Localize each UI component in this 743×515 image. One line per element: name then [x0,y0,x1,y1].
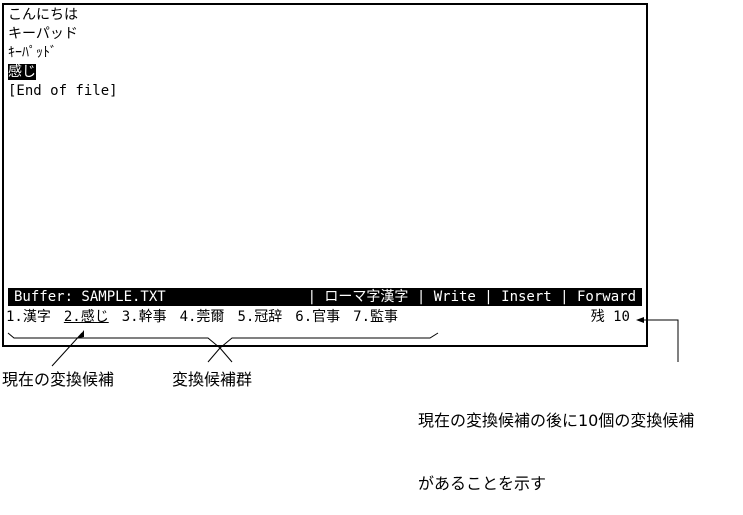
mode-indicators: | ローマ字漢字 | Write | Insert | Forward [307,289,636,305]
terminal-screen: こんにちは キーパッド ｷｰﾊﾟｯﾄﾞ 感じ [End of file] Buf… [2,3,648,347]
candidate[interactable]: 3.幹事 [121,309,167,325]
conversion-text-highlighted: 感じ [8,64,36,80]
annotation-lines [7,317,679,367]
label-remaining: 現在の変換候補の後に10個の変換候補 があることを示す [418,368,694,515]
candidate[interactable]: 1.漢字 [6,309,51,325]
candidate[interactable]: 7.監事 [353,309,399,325]
candidate[interactable]: 4.莞爾 [179,309,225,325]
current-pointer [51,332,83,367]
candidate-list: 1.漢字 2.感じ 3.幹事 4.莞爾 5.冠辞 6.官事 7.監事 [6,308,398,326]
buffer-name: Buffer: SAMPLE.TXT [14,289,166,305]
end-of-file: [End of file] [8,83,118,99]
remaining-pointer [642,319,679,362]
label-current-candidate: 現在の変換候補 [2,370,115,389]
candidate[interactable]: 6.官事 [295,309,341,325]
buffer-area: こんにちは キーパッド ｷｰﾊﾟｯﾄﾞ 感じ [End of file] [4,5,646,288]
remaining-count: 残 10 [590,309,630,325]
arrow-icon [636,317,644,323]
label-remaining-2: があることを示す [418,474,547,493]
status-bar: Buffer: SAMPLE.TXT | ローマ字漢字 | Write | In… [8,288,642,306]
label-candidate-group: 変換候補群 [172,370,253,389]
candidate-row: 1.漢字 2.感じ 3.幹事 4.莞爾 5.冠辞 6.官事 7.監事 残 10 [6,307,644,327]
buffer-line: ｷｰﾊﾟｯﾄﾞ [8,45,57,61]
candidate-current[interactable]: 2.感じ [63,309,109,325]
buffer-line: キーパッド [8,26,78,42]
label-remaining-1: 現在の変換候補の後に10個の変換候補 [418,411,695,430]
arrow-icon [78,330,84,338]
buffer-line: こんにちは [8,7,78,23]
candidate[interactable]: 5.冠辞 [237,309,283,325]
group-bracket [7,332,439,349]
